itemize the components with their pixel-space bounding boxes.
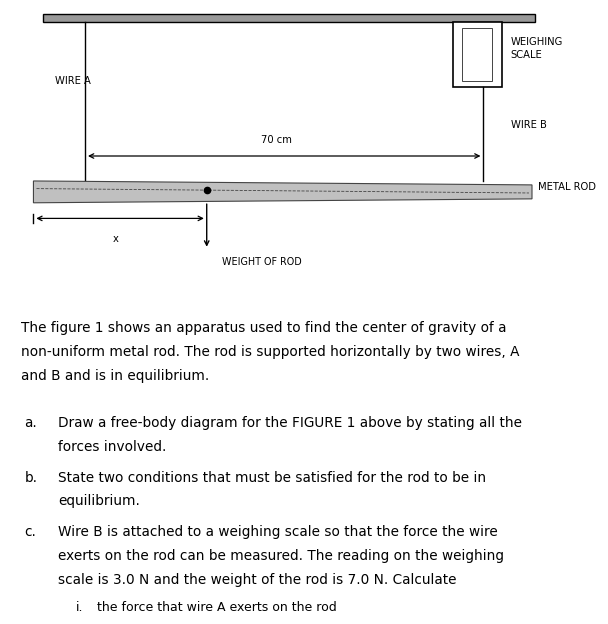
Text: c.: c. [24,525,36,539]
Text: i.: i. [76,601,83,614]
Text: and B and is in equilibrium.: and B and is in equilibrium. [21,369,210,383]
Text: State two conditions that must be satisfied for the rod to be in: State two conditions that must be satisf… [58,470,486,485]
Text: WIRE A: WIRE A [55,76,91,86]
Text: equilibrium.: equilibrium. [58,494,140,509]
Text: WEIGHING
SCALE: WEIGHING SCALE [511,37,563,59]
Text: WIRE B: WIRE B [511,120,547,130]
Text: a.: a. [24,416,37,430]
Text: Wire B is attached to a weighing scale so that the force the wire: Wire B is attached to a weighing scale s… [58,525,497,539]
Bar [462,28,492,81]
Bar [453,22,502,87]
Text: non-uniform metal rod. The rod is supported horizontally by two wires, A: non-uniform metal rod. The rod is suppor… [21,345,520,359]
Text: forces involved.: forces involved. [58,440,166,454]
Text: the force that wire A exerts on the rod: the force that wire A exerts on the rod [97,601,337,614]
Text: exerts on the rod can be measured. The reading on the weighing: exerts on the rod can be measured. The r… [58,549,504,563]
Bar [43,14,535,22]
Text: scale is 3.0 N and the weight of the rod is 7.0 N. Calculate: scale is 3.0 N and the weight of the rod… [58,573,456,587]
Text: WEIGHT OF ROD: WEIGHT OF ROD [222,257,302,268]
Text: 70 cm: 70 cm [261,135,292,145]
Text: The figure 1 shows an apparatus used to find the center of gravity of a: The figure 1 shows an apparatus used to … [21,321,507,335]
Text: METAL ROD: METAL ROD [538,182,596,192]
Text: b.: b. [24,470,37,485]
Text: Draw a free-body diagram for the FIGURE 1 above by stating all the: Draw a free-body diagram for the FIGURE … [58,416,522,430]
Polygon shape [33,181,532,203]
Text: x: x [112,234,119,244]
